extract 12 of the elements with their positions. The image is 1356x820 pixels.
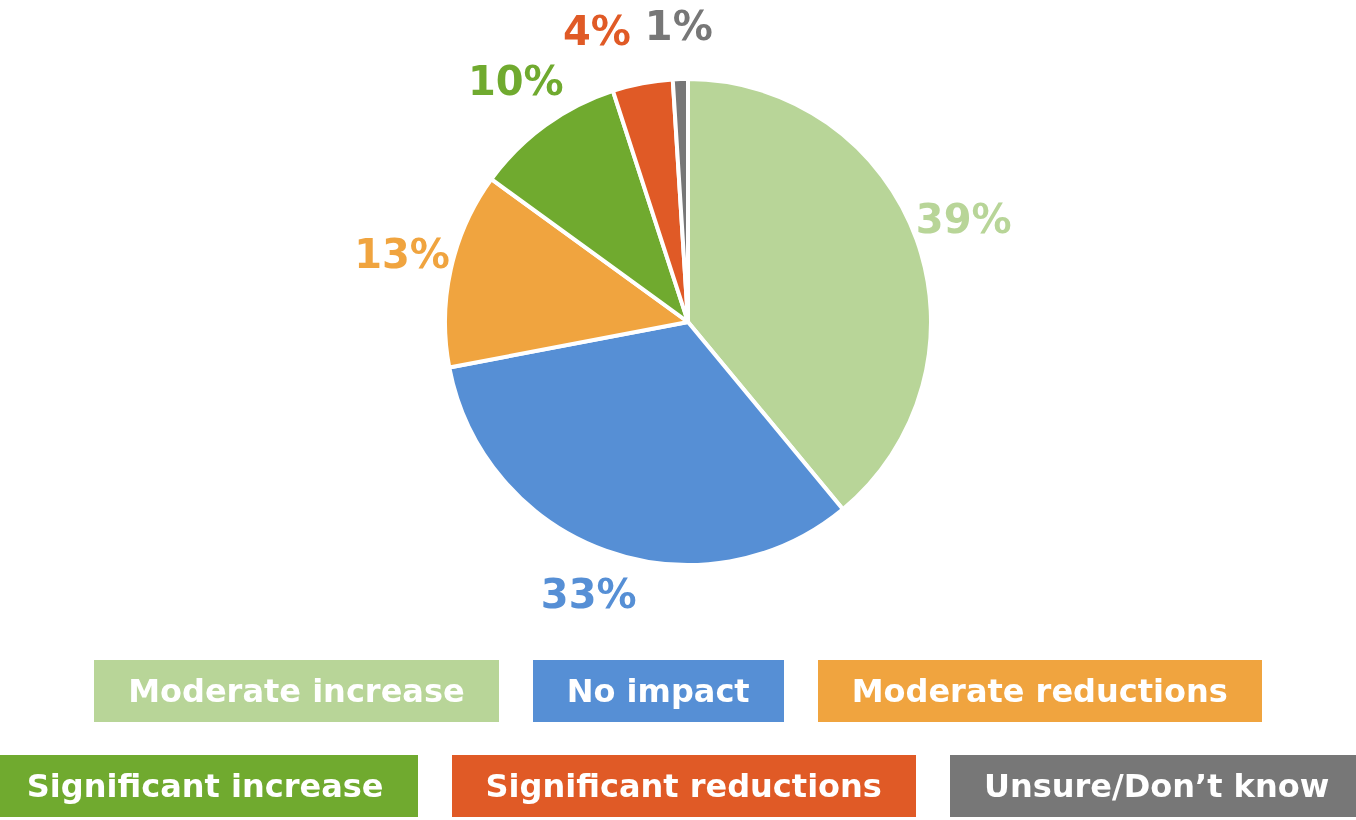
legend-label: Moderate reductions	[851, 660, 1228, 722]
legend-label: No impact	[566, 660, 750, 722]
legend-label: Significant reductions	[485, 755, 882, 817]
data-label: 39%	[915, 196, 1012, 243]
legend-label: Moderate increase	[128, 660, 465, 722]
data-label: 13%	[354, 231, 450, 278]
data-label: 33%	[540, 571, 637, 618]
data-label: 4%	[562, 7, 631, 54]
legend-label: Significant increase	[26, 755, 384, 817]
legend-label: Unsure/Don’t know	[983, 755, 1330, 817]
data-label: 10%	[467, 58, 564, 105]
data-label: 1%	[644, 2, 713, 49]
